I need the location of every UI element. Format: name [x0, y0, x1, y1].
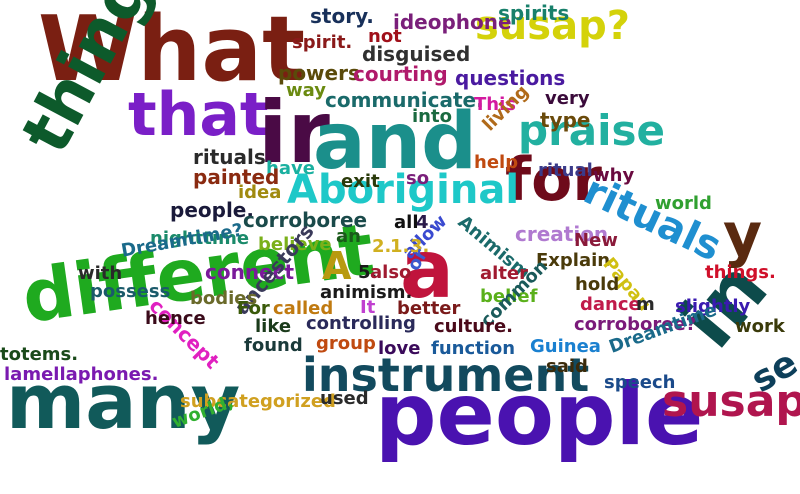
word: Explain: [536, 250, 611, 271]
word: For: [237, 298, 270, 319]
word: connect: [205, 260, 295, 284]
word: hold: [575, 274, 620, 295]
word: courting: [353, 62, 448, 86]
word: Guinea: [530, 336, 601, 357]
word: spirits: [498, 1, 570, 25]
word: lamellaphones.: [4, 364, 159, 385]
word: totems.: [0, 344, 79, 365]
word: questions: [455, 66, 566, 90]
word: help: [474, 152, 519, 173]
word: This: [474, 94, 516, 115]
word: What: [38, 0, 306, 102]
word: culture.: [434, 316, 513, 337]
word: story.: [310, 4, 374, 28]
word: creation: [515, 222, 609, 246]
word: found: [244, 335, 303, 356]
word: subcategorized: [180, 391, 336, 412]
word: alter: [480, 263, 529, 284]
word: powers: [278, 61, 360, 85]
word: have: [266, 158, 315, 179]
word: 4.: [416, 212, 436, 233]
word: Aboriginal: [287, 167, 520, 213]
word: praise: [518, 106, 665, 155]
word: possess: [90, 281, 171, 302]
word: spirit.: [292, 32, 353, 53]
word: corroboree?: [574, 314, 697, 335]
word: ritual: [538, 160, 593, 181]
word: nighttime: [150, 228, 250, 249]
word: corroboree: [243, 208, 368, 232]
word: It: [360, 297, 376, 318]
word: controlling: [306, 313, 416, 334]
word: type: [540, 108, 591, 132]
word: ideophone: [393, 10, 512, 34]
word: used: [320, 388, 369, 409]
word: called: [273, 298, 334, 319]
word: painted: [193, 165, 280, 189]
word: all: [394, 212, 419, 233]
word: so: [406, 168, 430, 189]
word: hence: [145, 308, 206, 329]
word: susap: [662, 376, 800, 427]
word: not: [368, 26, 402, 47]
word: love: [378, 338, 421, 359]
word: believe: [258, 234, 332, 255]
word: like: [255, 316, 292, 337]
word: animism.: [320, 282, 413, 303]
word: belief: [480, 286, 538, 307]
word: things.: [705, 262, 776, 283]
word: New: [574, 230, 618, 251]
word: people: [375, 365, 704, 465]
word: 1.: [390, 236, 410, 257]
word: 3.: [410, 236, 430, 257]
word: dance: [580, 294, 641, 315]
word: better: [397, 298, 461, 319]
word: that: [128, 80, 269, 150]
word: 5.: [358, 262, 378, 283]
word: group: [316, 333, 376, 354]
word: function: [431, 338, 516, 359]
word: rituals.: [193, 145, 274, 169]
word: A: [322, 244, 352, 288]
word: why: [593, 165, 635, 186]
word: speech: [604, 372, 676, 393]
word: way: [286, 80, 326, 101]
word: idea: [238, 182, 282, 203]
word: 2.: [372, 236, 392, 257]
word: ir: [258, 83, 330, 183]
word: very: [545, 88, 590, 109]
word: exit: [341, 171, 380, 192]
word: an: [336, 226, 361, 247]
word: bodies: [190, 288, 258, 309]
word: work: [735, 316, 785, 337]
word: a: [400, 223, 454, 316]
word: m: [636, 294, 655, 315]
word: disguised: [362, 42, 471, 66]
word: for: [505, 145, 602, 215]
word: world: [655, 193, 712, 214]
word: into: [412, 106, 452, 127]
word: people.: [170, 198, 254, 222]
word: y: [723, 200, 763, 270]
word: communicate.: [325, 88, 484, 112]
word: many: [6, 357, 241, 446]
word: susap?: [475, 3, 630, 49]
word: instrument: [302, 348, 590, 402]
word: said: [546, 356, 588, 377]
word: also: [370, 262, 412, 283]
word: slightly: [675, 296, 751, 317]
word: and: [313, 97, 477, 187]
word: with: [78, 263, 123, 284]
